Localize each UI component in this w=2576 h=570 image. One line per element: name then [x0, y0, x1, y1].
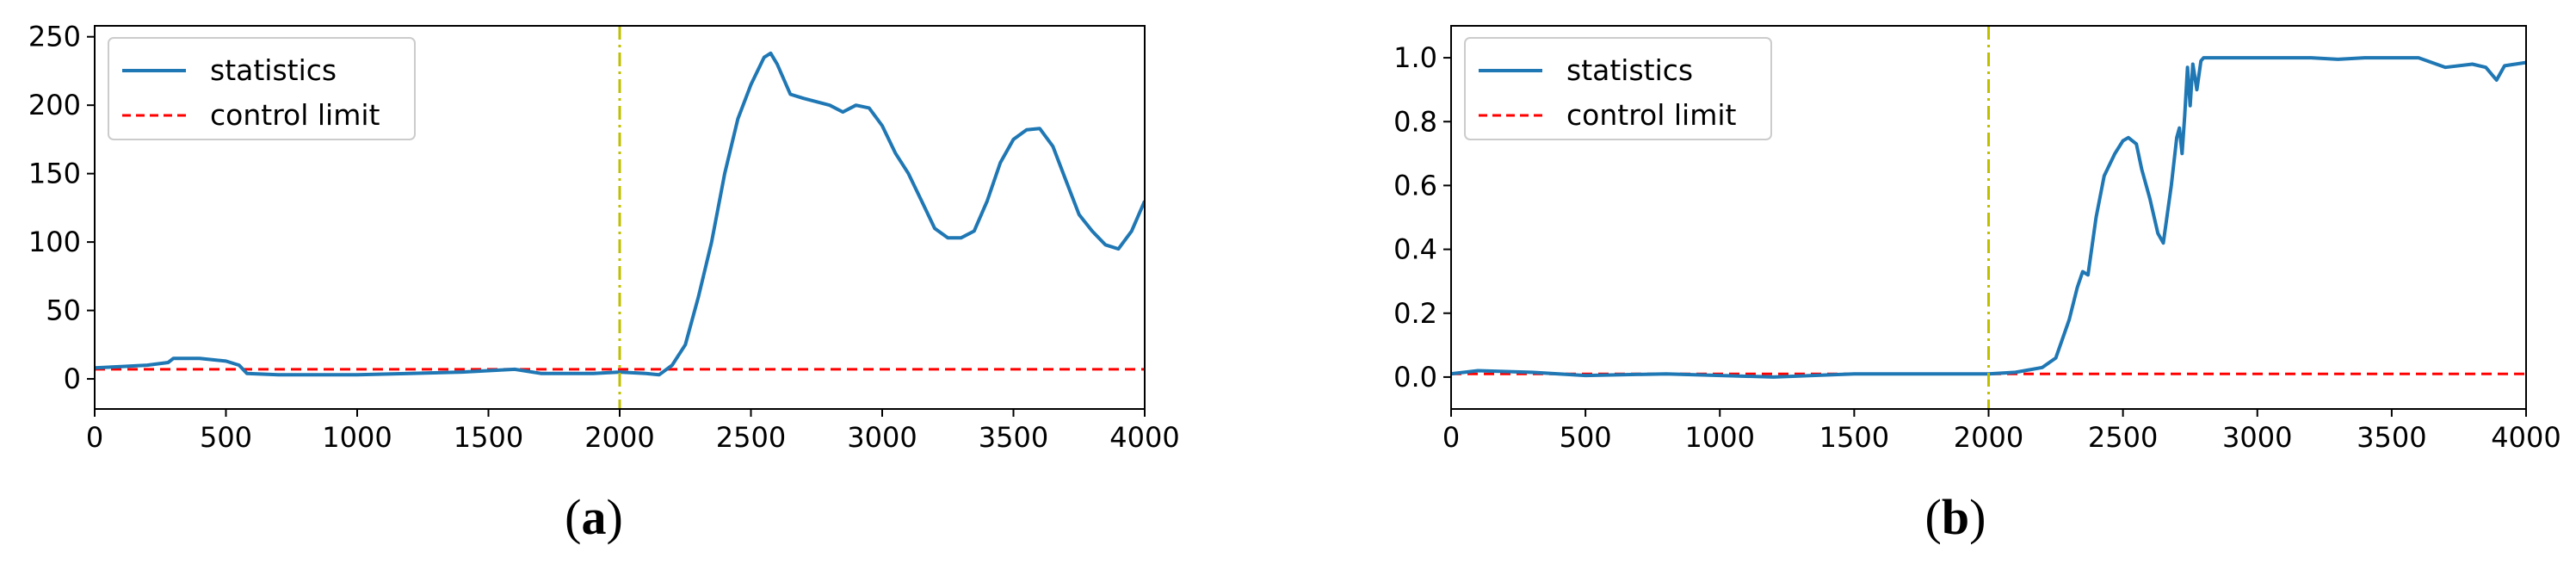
panel-label: (b): [1925, 489, 1986, 545]
x-tick-label: 3500: [2357, 421, 2426, 454]
x-tick-label: 0: [1442, 421, 1460, 454]
y-tick-label: 100: [28, 226, 81, 258]
y-tick-label: 0.8: [1393, 105, 1437, 138]
y-tick-label: 0.0: [1393, 361, 1437, 393]
x-tick-label: 4000: [1109, 421, 1179, 454]
x-tick-label: 500: [200, 421, 252, 454]
legend-label: statistics: [1566, 53, 1693, 87]
x-tick-label: 1000: [322, 421, 392, 454]
x-tick-label: 2500: [2088, 421, 2158, 454]
plot-area: [95, 51, 1145, 377]
x-tick-label: 2500: [716, 421, 786, 454]
x-tick-label: 3500: [979, 421, 1048, 454]
x-tick-label: 2000: [1954, 421, 2023, 454]
y-tick-label: 150: [28, 158, 81, 190]
x-tick-label: 3000: [847, 421, 917, 454]
legend-label: statistics: [210, 53, 337, 87]
y-tick-label: 200: [28, 89, 81, 121]
legend-label: control limit: [1566, 98, 1737, 132]
x-tick-label: 1500: [454, 421, 523, 454]
y-tick-label: 0.4: [1393, 233, 1437, 266]
legend-label: control limit: [210, 98, 380, 132]
y-tick-label: 0: [64, 362, 81, 395]
x-tick-label: 2000: [584, 421, 654, 454]
statistics-line: [95, 51, 1145, 377]
x-tick-label: 1500: [1819, 421, 1889, 454]
x-tick-label: 1000: [1685, 421, 1755, 454]
x-tick-label: 0: [86, 421, 103, 454]
y-tick-label: 250: [28, 21, 81, 53]
x-tick-label: 4000: [2491, 421, 2561, 454]
y-tick-label: 50: [46, 294, 81, 327]
x-tick-label: 3000: [2222, 421, 2292, 454]
chart-panel-b: 0 500 1000 1500 2000 2500 3000 3500 4000 0.0 0.2 0.…: [1393, 25, 2561, 545]
y-tick-label: 0.2: [1393, 297, 1437, 330]
panel-label: (a): [565, 489, 623, 545]
chart-panel-a: 0 500 1000 1500 2000 2500 3000 3500 4000 0 50 100 15…: [28, 21, 1180, 545]
y-tick-label: 1.0: [1393, 41, 1437, 74]
y-tick-label: 0.6: [1393, 169, 1437, 201]
x-tick-label: 500: [1560, 421, 1612, 454]
